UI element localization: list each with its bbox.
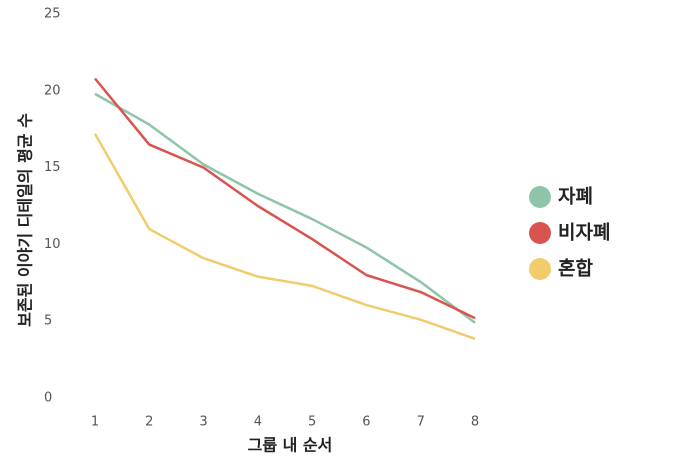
x-axis-label: 그룹 내 순서 (248, 436, 333, 455)
line-series (94, 77, 476, 320)
x-tick-label: 8 (471, 415, 479, 430)
line-series (94, 92, 476, 324)
legend-label: 자폐 (558, 186, 593, 208)
x-tick-label: 2 (145, 415, 153, 430)
line-series (93, 133, 476, 341)
x-tick-label: 6 (362, 415, 370, 430)
y-tick-label: 0 (44, 391, 52, 406)
x-tick-label: 7 (417, 415, 425, 430)
legend-swatch (529, 222, 551, 244)
legend-swatch (529, 258, 551, 280)
legend-label: 비자폐 (558, 222, 610, 244)
y-tick-label: 20 (44, 83, 61, 98)
y-tick-label: 10 (44, 237, 61, 252)
y-tick-label: 15 (44, 160, 61, 175)
x-tick-label: 5 (308, 415, 316, 430)
legend-swatch (529, 186, 551, 208)
x-tick-label: 1 (91, 415, 99, 430)
x-tick-label: 3 (199, 415, 207, 430)
y-tick-label: 5 (44, 314, 52, 329)
x-tick-label: 4 (254, 415, 262, 430)
y-axis-label: 보존된 이야기 디테일의 평균 수 (16, 113, 35, 327)
y-tick-label: 25 (44, 7, 61, 22)
legend-label: 혼합 (558, 257, 593, 280)
